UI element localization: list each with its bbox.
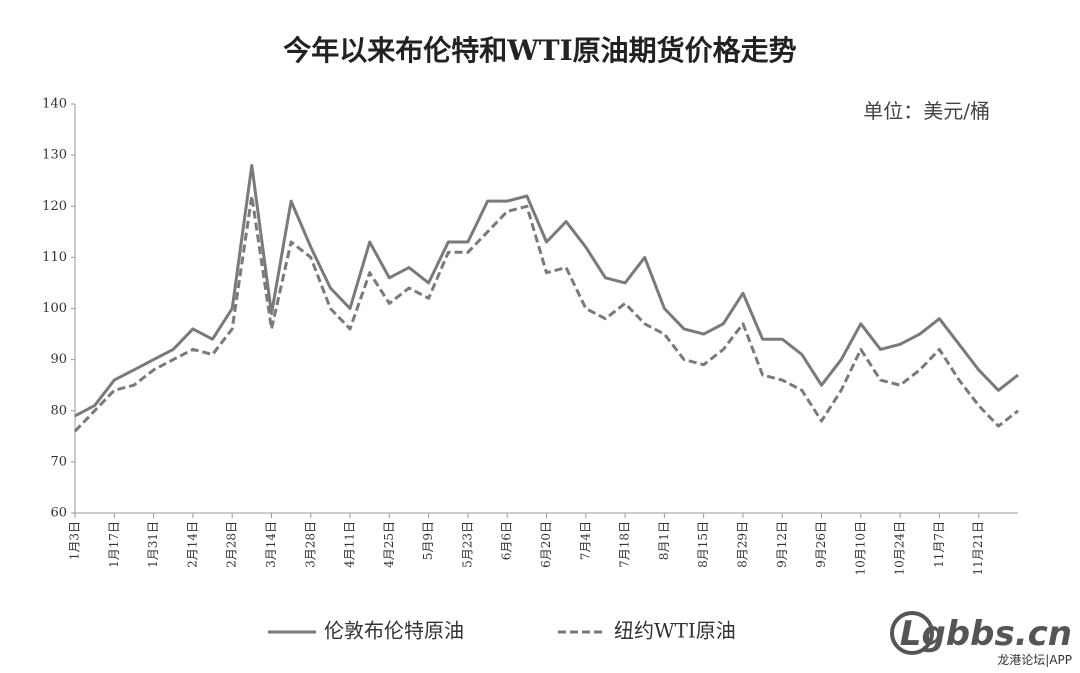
x-tick-label: 8月1日 xyxy=(657,521,671,560)
x-tick-label: 8月29日 xyxy=(735,521,749,568)
x-tick-label: 9月12日 xyxy=(775,521,789,568)
y-tick-label: 70 xyxy=(50,454,67,469)
y-tick-label: 140 xyxy=(42,97,67,112)
unit-annotation: 单位：美元/桶 xyxy=(863,99,990,123)
watermark-logo xyxy=(890,611,934,655)
x-tick-label: 11月7日 xyxy=(932,521,946,568)
x-tick-label: 4月25日 xyxy=(382,521,396,568)
line-series xyxy=(74,163,1019,418)
x-tick-label: 9月26日 xyxy=(814,521,828,568)
y-tick-label: 120 xyxy=(42,199,67,214)
legend-label: 伦敦布伦特原油 xyxy=(324,619,464,643)
line-series xyxy=(73,194,1019,433)
chart-title: 今年以来布伦特和WTI原油期货价格走势 xyxy=(283,34,796,67)
x-tick-label: 6月6日 xyxy=(500,521,514,560)
watermark-site: Lgbbs.cn xyxy=(900,614,1072,654)
x-tick-label: 1月31日 xyxy=(146,521,160,568)
x-tick-label: 6月20日 xyxy=(539,521,553,568)
y-tick-label: 90 xyxy=(50,352,67,367)
x-tick-label: 7月4日 xyxy=(578,521,592,560)
x-tick-label: 10月24日 xyxy=(893,521,907,576)
y-tick-label: 80 xyxy=(50,403,67,418)
x-tick-label: 11月21日 xyxy=(971,521,985,576)
x-tick-label: 2月14日 xyxy=(185,521,199,568)
x-tick-label: 1月17日 xyxy=(107,521,121,568)
y-tick-label: 130 xyxy=(42,148,67,163)
watermark: Lgbbs.cn 龙港论坛|APP xyxy=(890,611,1072,667)
x-tick-label: 3月28日 xyxy=(303,521,317,568)
x-tick-label: 3月14日 xyxy=(264,521,278,568)
y-tick-label: 60 xyxy=(50,506,67,521)
y-tick-label: 100 xyxy=(42,301,67,316)
x-tick-label: 10月10日 xyxy=(853,521,867,576)
x-tick-label: 2月28日 xyxy=(225,521,239,568)
watermark-sub: 龙港论坛|APP xyxy=(997,653,1072,667)
x-tick-label: 5月9日 xyxy=(421,521,435,560)
x-tick-label: 1月3日 xyxy=(68,521,82,560)
legend-label: 纽约WTI原油 xyxy=(614,619,736,643)
x-tick-label: 7月18日 xyxy=(618,521,632,568)
x-tick-label: 8月15日 xyxy=(696,521,710,568)
y-tick-label: 110 xyxy=(42,250,67,265)
x-tick-label: 4月11日 xyxy=(343,521,357,568)
x-tick-label: 5月23日 xyxy=(460,521,474,568)
